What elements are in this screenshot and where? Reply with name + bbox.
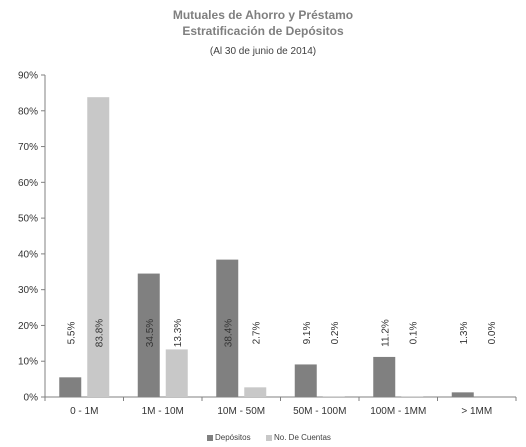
x-tick-label: > 1MM <box>461 406 492 417</box>
y-tick-label: 10% <box>18 357 38 368</box>
data-label: 0.2% <box>330 321 341 344</box>
bar-depositos <box>137 273 160 397</box>
data-label: 34.5% <box>145 319 156 347</box>
y-tick-label: 50% <box>18 214 38 225</box>
y-tick-label: 30% <box>18 285 38 296</box>
chart-title: Mutuales de Ahorro y Préstamo <box>172 8 354 22</box>
legend-label-depositos: Depósitos <box>215 433 251 442</box>
data-label: 0.1% <box>408 321 419 344</box>
chart-title-line-2: Estratificación de Depósitos <box>182 24 344 38</box>
x-tick-label: 10M - 50M <box>217 406 265 417</box>
bar-depositos <box>451 392 474 397</box>
legend-swatch-cuentas <box>266 434 272 441</box>
data-label: 5.5% <box>66 321 77 344</box>
legend-label-cuentas: No. De Cuentas <box>274 433 331 442</box>
bar-cuentas <box>87 97 110 397</box>
legend-item-depositos: Depósitos <box>207 433 251 442</box>
y-tick-label: 20% <box>18 321 38 332</box>
bar-cuentas <box>244 387 267 397</box>
x-tick-label: 0 - 1M <box>70 406 98 417</box>
bar-depositos <box>294 364 317 397</box>
y-tick-label: 60% <box>18 178 38 189</box>
data-label: 9.1% <box>302 321 313 344</box>
y-tick-label: 80% <box>18 106 38 117</box>
bar-depositos <box>373 356 396 397</box>
data-label: 83.8% <box>94 319 105 347</box>
y-tick-label: 40% <box>18 249 38 260</box>
data-label: 0.0% <box>487 321 498 344</box>
data-label: 38.4% <box>223 319 234 347</box>
legend-swatch-depositos <box>207 434 213 441</box>
data-label: 1.3% <box>459 321 470 344</box>
chart-subtitle: (Al 30 de junio de 2014) <box>209 46 317 57</box>
x-tick-label: 100M - 1MM <box>370 406 426 417</box>
bar-cuentas <box>322 396 345 397</box>
data-label: 2.7% <box>251 321 262 344</box>
legend-item-cuentas: No. De Cuentas <box>266 433 331 442</box>
x-tick-label: 1M - 10M <box>142 406 184 417</box>
y-tick-label: 0% <box>24 393 39 404</box>
bar-depositos <box>216 259 239 397</box>
bar-cuentas <box>165 349 188 397</box>
y-tick-label: 90% <box>18 71 38 82</box>
bar-depositos <box>59 377 82 397</box>
y-tick-label: 70% <box>18 142 38 153</box>
x-tick-label: 50M - 100M <box>293 406 346 417</box>
data-label: 13.3% <box>173 319 184 347</box>
data-label: 11.2% <box>380 319 391 347</box>
